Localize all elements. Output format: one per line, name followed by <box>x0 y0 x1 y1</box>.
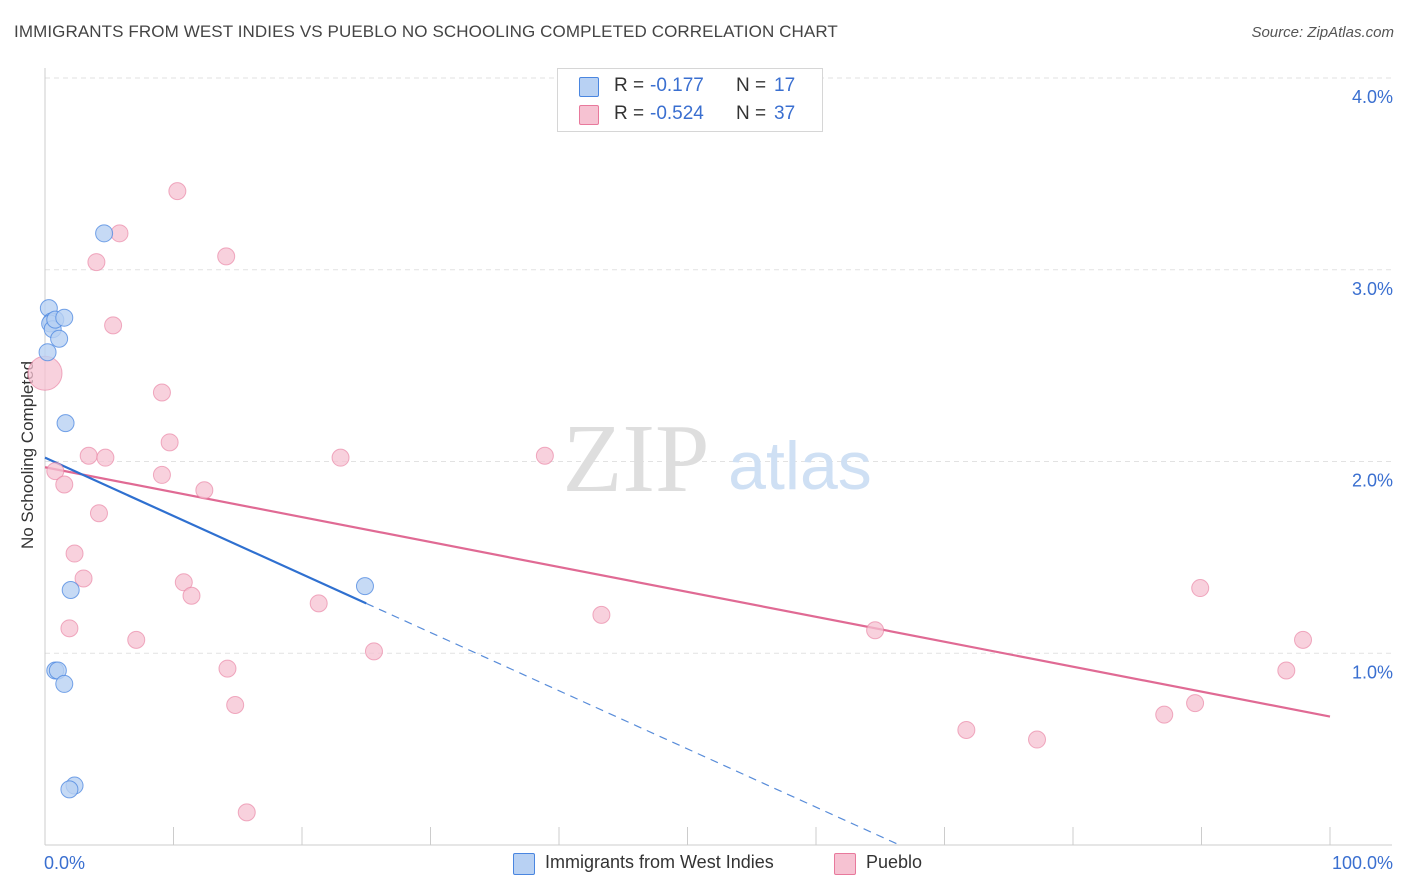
trend-line-west-indies-extension <box>366 602 900 846</box>
gridlines <box>45 77 1392 654</box>
series-swatch-pink <box>834 853 856 875</box>
data-point-pueblo <box>957 720 976 739</box>
data-point-pueblo <box>535 446 554 465</box>
data-point-pueblo <box>160 433 179 452</box>
data-point-west-indies <box>55 674 74 693</box>
watermark: ZIP atlas <box>563 405 872 513</box>
data-point-pueblo <box>226 696 245 715</box>
data-point-pueblo <box>46 462 65 481</box>
data-point-pueblo <box>27 355 63 391</box>
trend-line-pueblo <box>44 466 1331 718</box>
legend-n-value: 37 <box>774 103 796 124</box>
y-tick-label: 2.0% <box>1352 471 1393 491</box>
data-point-pueblo <box>104 316 123 335</box>
data-point-west-indies <box>55 308 74 327</box>
watermark-atlas: atlas <box>728 428 872 504</box>
data-point-pueblo <box>1186 694 1205 713</box>
data-point-west-indies <box>60 780 79 799</box>
data-point-pueblo <box>331 448 350 467</box>
x-tick-label: 0.0% <box>44 853 85 873</box>
legend-n-label: N = <box>736 75 767 96</box>
data-point-pueblo <box>309 594 328 613</box>
data-point-pueblo <box>1028 730 1047 749</box>
data-point-pueblo <box>127 630 146 649</box>
data-point-pueblo <box>110 224 129 243</box>
axes <box>44 68 1392 846</box>
trend-lines <box>44 456 1331 846</box>
data-point-pueblo <box>364 642 383 661</box>
series-legend-label: Immigrants from West Indies <box>545 852 774 872</box>
y-tick-label: 4.0% <box>1352 87 1393 107</box>
data-point-pueblo <box>89 504 108 523</box>
data-point-pueblo <box>237 803 256 822</box>
data-point-pueblo <box>592 605 611 624</box>
legend-n-value: 17 <box>774 75 796 96</box>
chart-title: IMMIGRANTS FROM WEST INDIES VS PUEBLO NO… <box>14 22 838 41</box>
data-point-pueblo <box>87 253 106 272</box>
data-point-pueblo <box>174 573 193 592</box>
legend-r-value: -0.524 <box>650 103 704 124</box>
data-point-pueblo <box>182 586 201 605</box>
data-point-pueblo <box>1191 579 1210 598</box>
data-point-pueblo <box>1294 630 1313 649</box>
legend-r-value: -0.177 <box>650 75 704 96</box>
trend-line-west-indies <box>44 456 367 605</box>
data-point-west-indies <box>61 580 80 599</box>
tick-labels: 1.0% 2.0% 3.0% 4.0% 0.0% 100.0% <box>44 87 1393 873</box>
data-point-pueblo <box>60 619 79 638</box>
y-tick-label: 1.0% <box>1352 662 1393 682</box>
source-label: Source: ZipAtlas.com <box>1251 24 1394 41</box>
series-legend: Immigrants from West Indies Pueblo <box>0 852 1406 878</box>
correlation-legend: R = -0.177 N = 17 R = -0.524 N = 37 <box>557 68 823 132</box>
data-point-pueblo <box>1277 661 1296 680</box>
legend-r-label: R = <box>614 75 645 96</box>
data-point-pueblo <box>1155 705 1174 724</box>
data-point-pueblo <box>152 383 171 402</box>
x-tick-label: 100.0% <box>1332 853 1393 873</box>
data-point-pueblo <box>74 569 93 588</box>
legend-swatch-blue <box>579 77 599 97</box>
data-point-west-indies <box>50 329 69 348</box>
legend-r-label: R = <box>614 103 645 124</box>
data-point-pueblo <box>866 621 885 640</box>
data-points <box>27 182 1313 822</box>
legend-swatch-pink <box>579 105 599 125</box>
data-point-pueblo <box>195 481 214 500</box>
data-point-west-indies <box>38 343 57 362</box>
data-point-pueblo <box>55 475 74 494</box>
data-point-pueblo <box>217 247 236 266</box>
data-point-pueblo <box>96 448 115 467</box>
data-point-pueblo <box>79 446 98 465</box>
data-point-pueblo <box>168 182 187 201</box>
data-point-pueblo <box>65 544 84 563</box>
legend-n-label: N = <box>736 103 767 124</box>
data-point-west-indies <box>56 414 75 433</box>
series-swatch-blue <box>513 853 535 875</box>
watermark-zip: ZIP <box>563 405 710 513</box>
data-point-pueblo <box>152 465 171 484</box>
data-point-pueblo <box>218 659 237 678</box>
data-point-west-indies <box>95 224 114 243</box>
y-tick-label: 3.0% <box>1352 279 1393 299</box>
series-legend-label: Pueblo <box>866 852 923 872</box>
data-point-west-indies <box>355 577 374 596</box>
